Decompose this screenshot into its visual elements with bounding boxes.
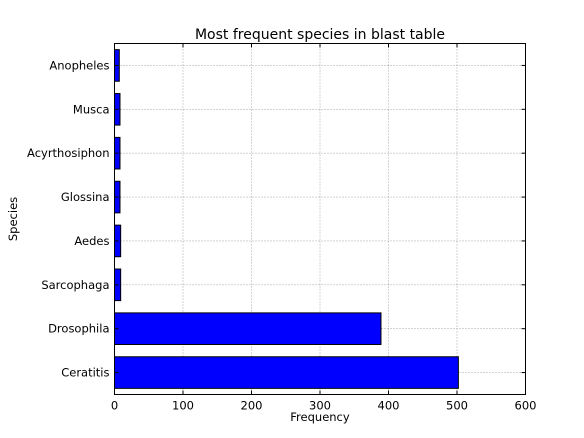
y-axis-label: Species [6, 197, 20, 241]
y-tick-label: Glossina [61, 190, 110, 204]
x-tick-label: 0 [111, 399, 118, 413]
y-tick-label: Ceratitis [61, 366, 109, 380]
x-tick-label: 600 [515, 399, 537, 413]
x-tick-label: 300 [309, 399, 331, 413]
y-tick-label: Drosophila [48, 322, 109, 336]
x-axis-label: Frequency [290, 410, 350, 424]
x-tick-label: 100 [172, 399, 194, 413]
x-axis-ticks: 0 100 200 300 400 500 600 [111, 43, 537, 413]
y-tick-label: Acyrthosiphon [27, 146, 109, 160]
bar-ceratitis [114, 356, 459, 389]
y-tick-label: Musca [73, 102, 110, 116]
y-tick-label: Anopheles [49, 58, 109, 72]
x-tick-label: 500 [446, 399, 468, 413]
bars [114, 49, 459, 389]
x-tick-label: 400 [378, 399, 400, 413]
x-tick-label: 200 [241, 399, 263, 413]
y-tick-label: Aedes [74, 234, 109, 248]
chart-title: Most frequent species in blast table [195, 27, 445, 43]
y-axis-ticks: Ceratitis Drosophila Sarcophaga Aedes Glossi… [27, 58, 526, 380]
y-tick-label: Sarcophaga [41, 278, 109, 292]
bar-drosophila [114, 312, 382, 345]
